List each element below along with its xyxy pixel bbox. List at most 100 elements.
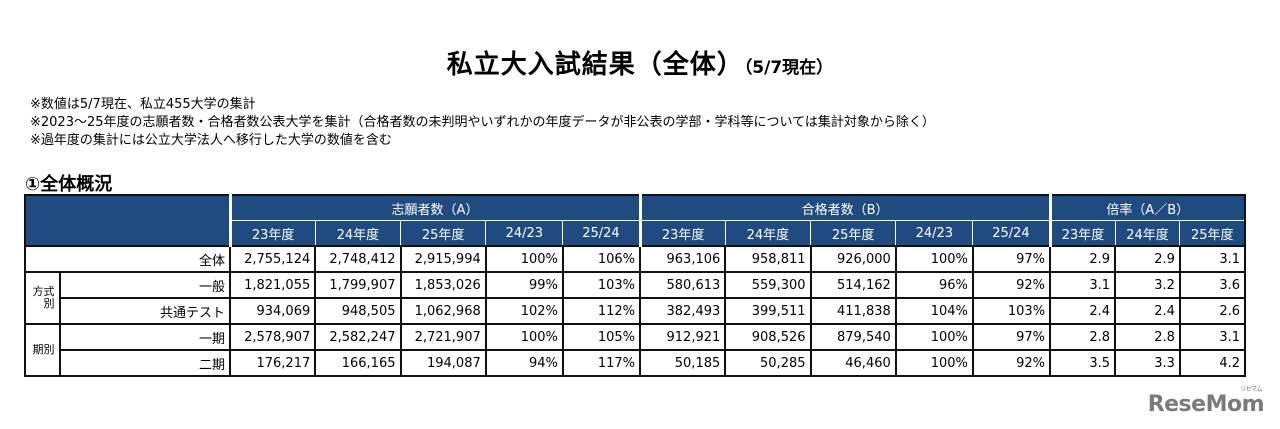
cell: 948,505 xyxy=(314,297,402,325)
table-row: 二期 176,217 166,165 194,087 94% 117% 50,1… xyxy=(25,349,1247,377)
section-title: ①全体概況 xyxy=(25,174,113,195)
cell: 3.1 xyxy=(1178,245,1247,273)
header-pass-25: 25年度 xyxy=(810,220,897,247)
cell: 3.5 xyxy=(1049,349,1116,377)
row-label: 一般 xyxy=(58,271,231,299)
header-app-25: 25年度 xyxy=(399,220,487,247)
cell: 96% xyxy=(894,271,974,299)
cell: 103% xyxy=(561,271,642,299)
cell: 112% xyxy=(561,297,642,325)
cell: 100% xyxy=(894,349,974,377)
cell: 2.9 xyxy=(1114,245,1181,273)
cell: 1,799,907 xyxy=(314,271,402,299)
cell: 46,460 xyxy=(809,349,897,377)
category-method-label: 方式別 xyxy=(24,271,61,325)
header-pass-2423: 24/23 xyxy=(895,220,974,247)
header-row-years: 23年度 24年度 25年度 24/23 25/24 23年度 24年度 25年… xyxy=(25,220,1246,247)
header-blank xyxy=(24,194,231,247)
row-label: 二期 xyxy=(58,349,231,377)
category-term-label: 期別 xyxy=(24,323,61,377)
cell: 879,540 xyxy=(809,323,897,351)
cell: 1,062,968 xyxy=(399,297,487,325)
cell: 1,853,026 xyxy=(399,271,487,299)
cell: 958,811 xyxy=(724,245,812,273)
cell: 104% xyxy=(894,297,974,325)
cell: 4.2 xyxy=(1178,349,1247,377)
header-ratio-25: 25年度 xyxy=(1179,220,1246,247)
table-row: 共通テスト 934,069 948,505 1,062,968 102% 112… xyxy=(25,297,1247,325)
cell: 2,748,412 xyxy=(314,245,402,273)
header-app-24: 24年度 xyxy=(314,220,402,247)
title-main: 私立大入試結果（全体） xyxy=(446,50,744,80)
cell: 100% xyxy=(484,245,564,273)
cell: 3.1 xyxy=(1049,271,1116,299)
cell: 100% xyxy=(894,323,974,351)
cell: 1,821,055 xyxy=(228,271,317,299)
header-pass-23: 23年度 xyxy=(638,220,726,247)
cell: 934,069 xyxy=(228,297,317,325)
logo-kana: リセマム xyxy=(1239,386,1263,393)
cell: 105% xyxy=(561,323,642,351)
cell: 2.8 xyxy=(1049,323,1116,351)
cell: 97% xyxy=(971,323,1052,351)
cell: 103% xyxy=(971,297,1052,325)
logo-text: ReseMom xyxy=(1147,392,1265,417)
cell: 100% xyxy=(894,245,974,273)
cell: 580,613 xyxy=(639,271,727,299)
cell: 194,087 xyxy=(399,349,487,377)
page-title: 私立大入試結果（全体）（5/7現在） xyxy=(0,44,1280,81)
cell: 2.8 xyxy=(1114,323,1181,351)
cell: 50,185 xyxy=(639,349,727,377)
cell: 3.6 xyxy=(1178,271,1247,299)
cell: 2,578,907 xyxy=(228,323,317,351)
header-pass-2524: 25/24 xyxy=(972,220,1051,247)
cell: 176,217 xyxy=(228,349,317,377)
row-label: 全体 xyxy=(24,245,231,273)
cell: 99% xyxy=(484,271,564,299)
note-1: ※数値は5/7現在、私立455大学の集計 xyxy=(30,97,256,112)
cell: 926,000 xyxy=(809,245,897,273)
cell: 2,582,247 xyxy=(314,323,402,351)
cell: 92% xyxy=(971,349,1052,377)
cell: 2,755,124 xyxy=(228,245,317,273)
cell: 166,165 xyxy=(314,349,402,377)
title-date: （5/7現在） xyxy=(743,58,834,78)
cell: 963,106 xyxy=(639,245,727,273)
note-2: ※2023～25年度の志願者数・合格者数公表大学を集計（合格者数の未判明やいずれ… xyxy=(30,115,935,130)
cell: 559,300 xyxy=(724,271,812,299)
header-row-groups: 志願者数（A） 合格者数（B） 倍率（A／B） xyxy=(24,194,1246,247)
header-app-2524: 25/24 xyxy=(562,220,641,247)
table-row: 方式別 一般 1,821,055 1,799,907 1,853,026 99%… xyxy=(24,271,1247,325)
notes: ※数値は5/7現在、私立455大学の集計 ※2023～25年度の志願者数・合格者… xyxy=(30,96,935,150)
cell: 2.4 xyxy=(1114,297,1181,325)
cell: 117% xyxy=(561,349,642,377)
row-label: 一期 xyxy=(58,323,231,351)
cell: 106% xyxy=(561,245,642,273)
cell: 411,838 xyxy=(809,297,897,325)
cell: 2.4 xyxy=(1049,297,1116,325)
cell: 399,511 xyxy=(724,297,812,325)
resemom-logo: ReseMom リセマム xyxy=(1147,386,1265,417)
header-app-23: 23年度 xyxy=(228,220,316,247)
cell: 3.1 xyxy=(1178,323,1247,351)
cell: 514,162 xyxy=(809,271,897,299)
cell: 912,921 xyxy=(639,323,727,351)
cell: 908,526 xyxy=(724,323,812,351)
header-ratio: 倍率（A／B） xyxy=(1048,194,1246,221)
table-row: 期別 一期 2,578,907 2,582,247 2,721,907 100%… xyxy=(24,323,1247,377)
header-ratio-23: 23年度 xyxy=(1048,220,1116,247)
cell: 102% xyxy=(484,297,564,325)
cell: 2.9 xyxy=(1049,245,1116,273)
cell: 100% xyxy=(484,323,564,351)
cell: 2,721,907 xyxy=(399,323,487,351)
cell: 94% xyxy=(484,349,564,377)
cell: 3.2 xyxy=(1114,271,1181,299)
cell: 2,915,994 xyxy=(399,245,487,273)
cell: 97% xyxy=(971,245,1052,273)
header-applicants: 志願者数（A） xyxy=(228,194,641,221)
cell: 2.6 xyxy=(1178,297,1247,325)
results-table: 志願者数（A） 合格者数（B） 倍率（A／B） 23年度 24年度 25年度 2… xyxy=(24,194,1247,377)
header-app-2423: 24/23 xyxy=(485,220,564,247)
note-3: ※過年度の集計には公立大学法人へ移行した大学の数値を含む xyxy=(30,133,392,148)
cell: 3.3 xyxy=(1114,349,1181,377)
